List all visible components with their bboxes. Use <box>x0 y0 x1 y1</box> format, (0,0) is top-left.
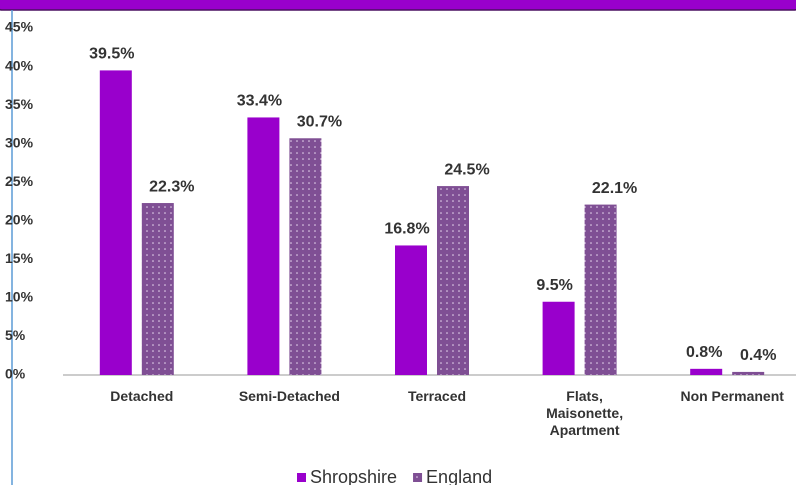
data-label: 33.4% <box>237 93 282 110</box>
bar <box>732 371 765 375</box>
bar <box>437 186 469 375</box>
y-tick-label: 10% <box>5 289 34 305</box>
bar <box>247 117 280 376</box>
data-label: 0.4% <box>740 347 776 364</box>
x-tick-label: Detached <box>110 388 174 404</box>
bar <box>542 301 575 375</box>
y-tick-label: 0% <box>5 366 26 382</box>
y-tick-label: 30% <box>5 134 34 150</box>
legend-label: Shropshire <box>310 467 397 485</box>
bar <box>99 70 132 376</box>
header-strip <box>0 0 796 11</box>
data-label: 30.7% <box>297 113 342 130</box>
data-label: 22.3% <box>149 178 194 195</box>
data-label: 9.5% <box>536 277 572 294</box>
bar <box>141 203 174 375</box>
y-tick-label: 20% <box>5 211 34 227</box>
bar <box>690 368 723 375</box>
data-label: 22.1% <box>592 180 637 197</box>
y-tick-label: 40% <box>5 57 34 73</box>
legend-swatch <box>413 473 423 482</box>
x-tick-label: Non Permanent <box>680 388 784 404</box>
data-label: 39.5% <box>89 46 134 63</box>
bar <box>395 245 427 375</box>
y-tick-label: 25% <box>5 173 34 189</box>
data-label: 16.8% <box>384 221 429 238</box>
bar <box>584 204 617 375</box>
x-tick-label: Flats, Maisonette, Apartment <box>546 388 624 438</box>
bar <box>289 138 322 375</box>
data-label: 0.8% <box>686 344 722 361</box>
y-tick-label: 5% <box>5 327 26 343</box>
legend-swatch <box>297 473 306 482</box>
y-tick-label: 15% <box>5 250 34 266</box>
legend-label: England <box>426 467 492 485</box>
data-label: 24.5% <box>444 161 489 178</box>
y-tick-label: 35% <box>5 96 34 112</box>
x-tick-label: Terraced <box>407 388 467 404</box>
x-tick-label: Semi-Detached <box>238 388 340 404</box>
y-tick-label: 45% <box>5 19 34 35</box>
